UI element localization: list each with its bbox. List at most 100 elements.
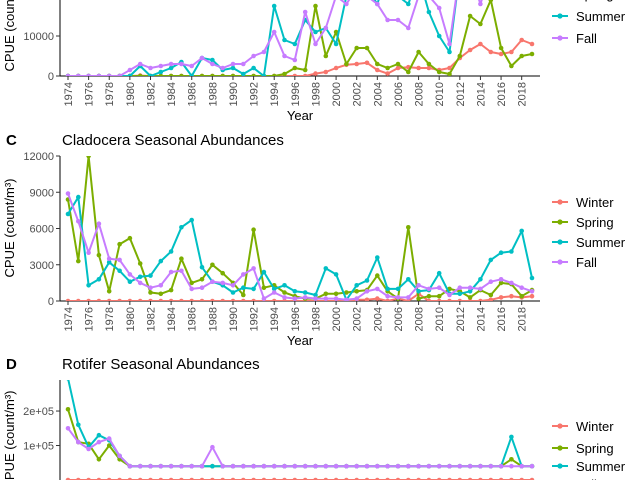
data-point-fall [344, 297, 349, 301]
data-point-winter [137, 477, 143, 480]
data-point-fall [241, 272, 246, 277]
x-tick-label: 2000 [331, 307, 343, 331]
data-point-fall [106, 256, 112, 262]
data-point-summer [509, 249, 514, 254]
data-point-fall [364, 463, 370, 469]
data-point-winter [416, 65, 421, 71]
data-point-fall [168, 463, 174, 469]
data-point-summer [323, 266, 329, 271]
data-point-fall [323, 25, 329, 31]
legend-label: Fall [576, 255, 597, 270]
x-tick-label: 2012 [455, 82, 467, 106]
data-point-winter [509, 49, 514, 55]
x-tick-label: 1984 [166, 82, 178, 106]
data-point-fall [230, 283, 236, 288]
data-point-winter [65, 298, 71, 301]
data-point-summer [271, 3, 277, 9]
data-point-fall [251, 53, 256, 59]
data-point-summer [158, 69, 164, 75]
data-point-summer [509, 434, 514, 440]
data-point-winter [241, 298, 246, 301]
y-tick-label: 2e+05 [23, 406, 54, 418]
series-line-fall [68, 0, 483, 76]
data-point-spring [406, 69, 411, 75]
data-point-fall [271, 463, 277, 469]
x-tick-label: 1998 [310, 82, 322, 106]
data-point-spring [509, 457, 514, 462]
data-point-winter [148, 298, 153, 301]
y-tick-label: 3000 [30, 260, 54, 272]
data-point-winter [86, 477, 91, 480]
data-point-fall [189, 463, 194, 469]
x-tick-label: 2016 [496, 82, 508, 106]
data-point-spring [261, 285, 267, 291]
x-axis-title: Year [287, 108, 314, 123]
x-tick-label: 1978 [104, 307, 116, 331]
data-point-fall [385, 17, 390, 23]
data-point-summer [498, 250, 504, 255]
data-point-fall [323, 463, 329, 469]
data-point-fall [158, 283, 164, 288]
data-point-winter [395, 477, 401, 480]
data-point-summer [333, 41, 339, 47]
data-point-fall [179, 268, 184, 274]
data-point-fall [117, 453, 122, 459]
x-tick-label: 2000 [331, 82, 343, 106]
data-point-winter [241, 477, 246, 480]
data-point-winter [333, 65, 339, 71]
data-point-spring [117, 241, 122, 247]
x-tick-label: 1990 [228, 82, 240, 106]
data-point-winter [158, 477, 164, 480]
data-point-fall [395, 463, 401, 469]
data-point-winter [488, 297, 494, 301]
data-point-spring [333, 291, 339, 297]
data-point-winter [354, 61, 360, 67]
data-point-fall [251, 266, 256, 271]
x-tick-label: 1974 [63, 307, 75, 331]
data-point-summer [313, 292, 318, 298]
data-point-summer [354, 283, 360, 288]
data-point-summer [76, 422, 81, 428]
data-point-fall [323, 296, 329, 301]
data-point-fall [96, 73, 102, 76]
data-point-winter [406, 477, 411, 480]
data-point-winter [220, 298, 225, 301]
data-point-fall [76, 73, 81, 76]
data-point-winter [447, 477, 452, 480]
data-point-winter [230, 477, 236, 480]
data-point-winter [261, 477, 267, 480]
x-tick-label: 2004 [372, 307, 384, 331]
x-tick-label: 2012 [455, 307, 467, 331]
data-point-summer [158, 258, 164, 264]
data-point-fall [488, 279, 494, 285]
data-point-winter [127, 477, 133, 480]
data-point-fall [76, 439, 81, 445]
data-point-fall [375, 286, 380, 292]
data-point-spring [344, 61, 349, 67]
data-point-winter [251, 477, 256, 480]
x-tick-label: 2010 [434, 82, 446, 106]
data-point-spring [158, 291, 164, 297]
data-point-fall [179, 61, 184, 67]
data-point-spring [519, 53, 524, 59]
data-point-spring [241, 292, 246, 298]
data-point-fall [292, 296, 298, 301]
data-point-spring [292, 65, 298, 71]
legend: Spring Summer Fall [552, 0, 626, 46]
data-point-spring [313, 3, 318, 9]
data-point-winter [519, 37, 524, 43]
data-point-winter [457, 477, 463, 480]
data-point-spring [395, 61, 401, 67]
data-point-fall [313, 463, 318, 469]
data-point-summer [282, 37, 287, 43]
x-tick-label: 1976 [84, 82, 96, 106]
data-point-spring [148, 290, 153, 295]
data-point-fall [199, 463, 205, 469]
data-point-fall [117, 73, 122, 76]
series-line-spring [67, 409, 532, 468]
data-point-fall [313, 41, 318, 47]
data-point-winter [436, 298, 442, 301]
x-tick-label: 1992 [249, 82, 261, 106]
data-point-fall [395, 295, 401, 300]
legend-key-point [557, 423, 563, 429]
